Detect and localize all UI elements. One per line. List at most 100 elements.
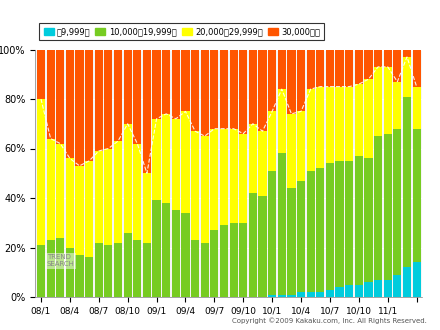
Bar <box>220 129 228 225</box>
Bar <box>75 255 84 297</box>
Bar <box>220 225 228 297</box>
Bar <box>345 161 353 284</box>
Bar <box>278 153 286 294</box>
Bar <box>66 50 74 158</box>
Bar <box>384 67 392 134</box>
Bar <box>335 86 344 161</box>
Bar <box>278 50 286 89</box>
Bar <box>278 294 286 297</box>
Bar <box>268 171 276 294</box>
Bar <box>230 50 238 129</box>
Bar <box>287 114 296 188</box>
Bar <box>201 136 209 243</box>
Bar <box>47 139 55 240</box>
Bar <box>47 50 55 139</box>
Bar <box>355 84 363 156</box>
Bar <box>413 262 421 297</box>
Bar <box>143 50 151 173</box>
Bar <box>114 141 122 243</box>
Bar <box>210 230 218 297</box>
Bar <box>384 280 392 297</box>
Bar <box>75 166 84 255</box>
Bar <box>210 50 218 129</box>
Bar <box>85 50 93 161</box>
Bar <box>307 89 315 171</box>
Bar <box>403 267 411 297</box>
Legend: ～9,999円, 10,000～19,999円, 20,000～29,999円, 30,000円～: ～9,999円, 10,000～19,999円, 20,000～29,999円,… <box>39 23 324 40</box>
Bar <box>355 50 363 84</box>
Bar <box>124 233 132 297</box>
Bar <box>85 161 93 257</box>
Bar <box>172 211 180 297</box>
Bar <box>95 50 103 151</box>
Bar <box>287 50 296 114</box>
Bar <box>56 144 64 238</box>
Bar <box>239 50 247 134</box>
Bar <box>181 50 190 112</box>
Bar <box>393 50 401 82</box>
Bar <box>364 50 373 79</box>
Bar <box>326 86 334 163</box>
Bar <box>345 284 353 297</box>
Bar <box>56 238 64 297</box>
Bar <box>364 158 373 282</box>
Bar <box>316 50 324 86</box>
Bar <box>326 50 334 86</box>
Bar <box>56 50 64 144</box>
Bar <box>393 82 401 129</box>
Bar <box>37 245 45 297</box>
Bar <box>355 156 363 284</box>
Bar <box>201 50 209 136</box>
Bar <box>374 280 382 297</box>
Bar <box>172 50 180 119</box>
Bar <box>335 161 344 287</box>
Bar <box>181 112 190 213</box>
Bar <box>66 248 74 297</box>
Bar <box>307 50 315 89</box>
Bar <box>220 50 228 129</box>
Bar <box>384 50 392 67</box>
Bar <box>230 129 238 223</box>
Bar <box>374 50 382 67</box>
Bar <box>162 114 170 203</box>
Bar <box>230 223 238 297</box>
Bar <box>172 119 180 211</box>
Bar <box>47 240 55 297</box>
Bar <box>75 50 84 166</box>
Bar <box>85 257 93 297</box>
Bar <box>95 151 103 243</box>
Bar <box>249 50 257 124</box>
Bar <box>345 50 353 86</box>
Bar <box>364 282 373 297</box>
Bar <box>162 50 170 114</box>
Bar <box>384 134 392 280</box>
Bar <box>133 240 141 297</box>
Bar <box>114 243 122 297</box>
Bar <box>316 292 324 297</box>
Bar <box>153 200 161 297</box>
Bar <box>133 144 141 240</box>
Bar <box>37 50 45 99</box>
Bar <box>258 195 267 297</box>
Bar <box>287 294 296 297</box>
Bar <box>143 173 151 243</box>
Bar <box>37 99 45 245</box>
Bar <box>114 50 122 141</box>
Bar <box>201 243 209 297</box>
Bar <box>153 50 161 119</box>
Bar <box>403 50 411 57</box>
Bar <box>162 203 170 297</box>
Text: TREND
SEARCH: TREND SEARCH <box>47 254 75 267</box>
Bar <box>413 50 421 86</box>
Bar <box>133 50 141 144</box>
Bar <box>413 129 421 262</box>
Bar <box>191 50 199 131</box>
Bar <box>297 112 305 181</box>
Bar <box>143 243 151 297</box>
Bar <box>316 86 324 168</box>
Bar <box>413 86 421 129</box>
Bar <box>393 129 401 275</box>
Bar <box>258 50 267 131</box>
Bar <box>307 171 315 292</box>
Bar <box>335 287 344 297</box>
